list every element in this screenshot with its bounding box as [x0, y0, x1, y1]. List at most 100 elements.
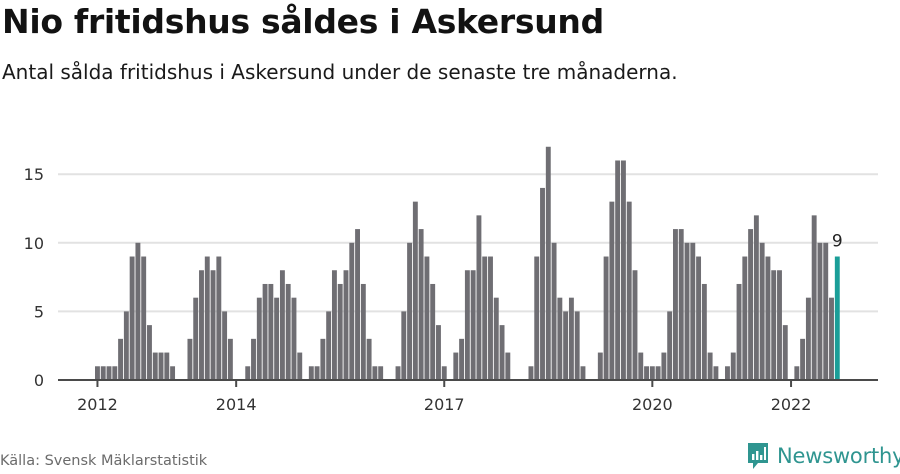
bar [407, 242, 413, 380]
bar [678, 229, 684, 380]
bar [141, 256, 147, 380]
bar [505, 352, 511, 380]
bar [412, 201, 418, 380]
bar [580, 366, 586, 380]
bar [459, 338, 465, 380]
bar [684, 242, 690, 380]
bar [355, 229, 360, 380]
bar [771, 270, 777, 380]
bar [424, 256, 430, 380]
bar [673, 229, 678, 380]
bar [488, 256, 493, 380]
bar [551, 242, 557, 380]
bar [95, 366, 100, 380]
bar [285, 283, 291, 380]
bar [528, 366, 534, 380]
bar [453, 352, 459, 380]
bar [782, 325, 788, 380]
bar [401, 311, 407, 380]
y-tick-label: 5 [34, 302, 44, 321]
bar [690, 242, 696, 380]
bar [395, 366, 401, 380]
bar [337, 283, 343, 380]
x-tick-label: 2014 [216, 395, 257, 414]
bar [742, 256, 748, 380]
bar [204, 256, 210, 380]
bar [470, 270, 476, 380]
bar [314, 366, 320, 380]
bar [765, 256, 771, 380]
bar [811, 215, 817, 380]
bar [794, 366, 800, 380]
brand-name: Newsworthy [777, 444, 900, 468]
bar [805, 297, 811, 380]
bar [736, 283, 742, 380]
bar [227, 338, 233, 380]
bar [568, 297, 574, 380]
bar [262, 283, 268, 380]
bar [187, 338, 193, 380]
bar [713, 366, 719, 380]
bar [464, 270, 470, 380]
bar [707, 352, 713, 380]
bar [638, 352, 644, 380]
bar [129, 256, 135, 380]
bar [603, 256, 609, 380]
bar [170, 366, 176, 380]
bar [615, 160, 621, 380]
bar [823, 242, 829, 380]
bar [534, 256, 540, 380]
bar [100, 366, 106, 380]
x-axis [58, 379, 878, 387]
x-tick-label: 2022 [771, 395, 812, 414]
bar [343, 270, 349, 380]
bar [366, 338, 372, 380]
bar [597, 352, 603, 380]
bar [326, 311, 332, 380]
y-tick-label: 0 [34, 371, 44, 390]
bar [118, 338, 124, 380]
bar [268, 283, 274, 380]
bar [256, 297, 262, 380]
bar [725, 366, 730, 380]
bar [829, 297, 834, 380]
bar [378, 366, 384, 380]
bar [476, 215, 482, 380]
bar [291, 297, 297, 380]
bar [817, 242, 823, 380]
bar [441, 366, 447, 380]
chart-subtitle: Antal sålda fritidshus i Askersund under… [2, 60, 678, 84]
bar [557, 297, 563, 380]
bar [563, 311, 569, 380]
bar [251, 338, 256, 380]
highlight-bar [834, 256, 840, 380]
bar [644, 366, 649, 380]
bar [245, 366, 251, 380]
bar [210, 270, 216, 380]
bar [199, 270, 204, 380]
bar [360, 283, 366, 380]
bar [274, 297, 280, 380]
bar [216, 256, 222, 380]
bar [661, 352, 667, 380]
bar [730, 352, 736, 380]
bar [158, 352, 164, 380]
bar [106, 366, 112, 380]
bar [493, 297, 499, 380]
bar [430, 283, 436, 380]
bar [545, 146, 551, 380]
bars [95, 146, 840, 380]
bar [499, 325, 505, 380]
bar [123, 311, 129, 380]
x-tick-label: 2012 [77, 395, 118, 414]
bar [308, 366, 314, 380]
bar [800, 338, 806, 380]
bar [632, 270, 638, 380]
bar [540, 187, 545, 380]
bar [222, 311, 228, 380]
bar [279, 270, 285, 380]
y-axis-labels: 0 5 10 15 [24, 165, 44, 390]
bar [759, 242, 765, 380]
source-note: Källa: Svensk Mäklarstatistik [0, 453, 208, 469]
y-tick-label: 10 [24, 234, 44, 253]
